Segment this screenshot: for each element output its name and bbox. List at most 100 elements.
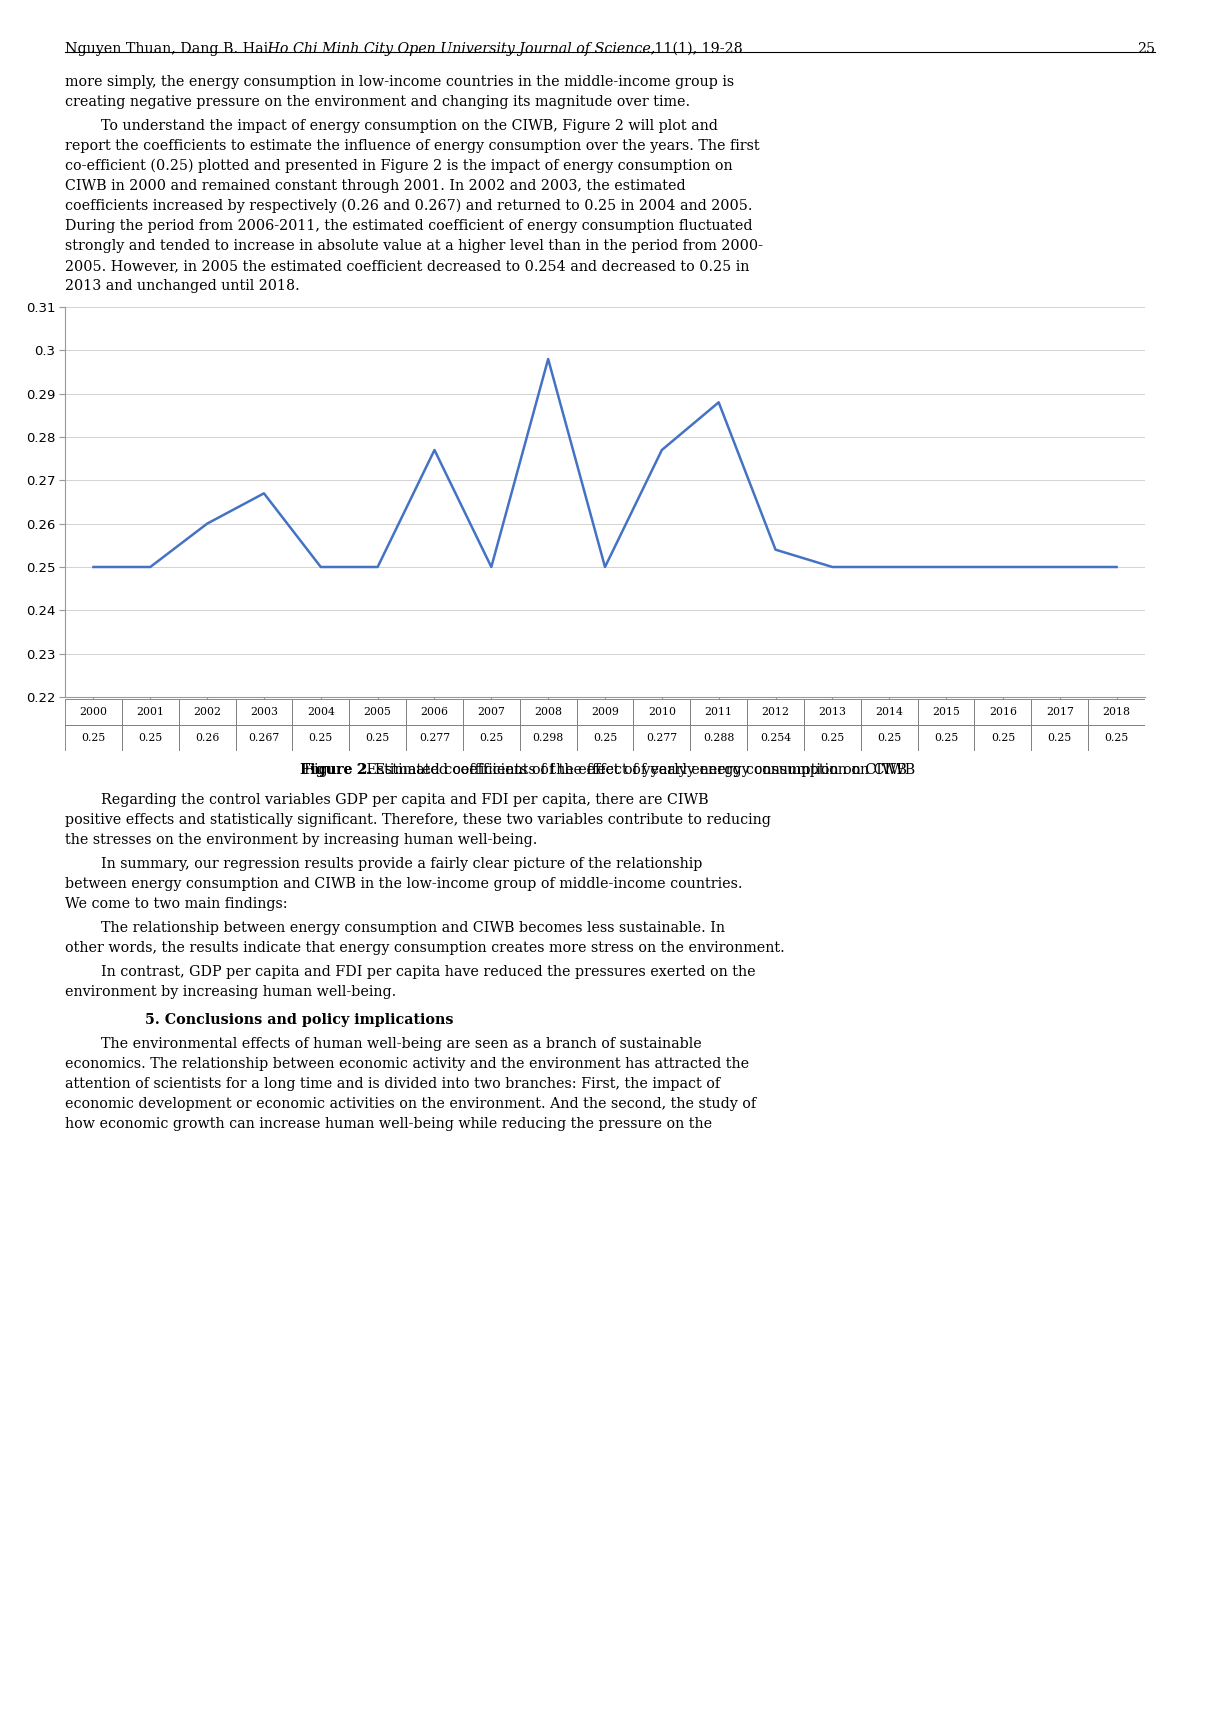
Text: 11(1), 19-28: 11(1), 19-28 — [650, 43, 743, 56]
Bar — [236, 698, 293, 724]
Bar — [974, 724, 1031, 752]
Bar — [350, 724, 407, 752]
Bar — [407, 724, 463, 752]
Bar — [122, 724, 179, 752]
Text: 0.25: 0.25 — [365, 733, 390, 743]
Text: 0.25: 0.25 — [593, 733, 617, 743]
Bar — [690, 724, 747, 752]
Text: 2012: 2012 — [761, 707, 790, 717]
Text: 0.25: 0.25 — [479, 733, 503, 743]
Text: 2016: 2016 — [989, 707, 1016, 717]
Text: 0.267: 0.267 — [248, 733, 280, 743]
Text: In summary, our regression results provide a fairly clear picture of the relatio: In summary, our regression results provi… — [65, 858, 702, 871]
Text: 0.298: 0.298 — [532, 733, 564, 743]
Bar — [1031, 698, 1088, 724]
Text: 2006: 2006 — [420, 707, 449, 717]
Text: 0.277: 0.277 — [646, 733, 678, 743]
Bar — [1088, 698, 1145, 724]
Text: 2001: 2001 — [137, 707, 165, 717]
Text: CIWB in 2000 and remained constant through 2001. In 2002 and 2003, the estimated: CIWB in 2000 and remained constant throu… — [65, 180, 686, 193]
Text: more simply, the energy consumption in low-income countries in the middle-income: more simply, the energy consumption in l… — [65, 75, 734, 89]
Text: Figure 2.: Figure 2. — [300, 764, 373, 777]
Text: Estimated coefficients of the effect of yearly energy consumption on CIWB: Estimated coefficients of the effect of … — [362, 764, 908, 777]
Bar — [407, 698, 463, 724]
Bar — [803, 698, 860, 724]
Bar — [860, 698, 917, 724]
Text: 2005: 2005 — [364, 707, 392, 717]
Text: 0.25: 0.25 — [81, 733, 105, 743]
Text: 0.254: 0.254 — [760, 733, 791, 743]
Text: co-efficient (0.25) plotted and presented in Figure 2 is the impact of energy co: co-efficient (0.25) plotted and presente… — [65, 159, 732, 173]
Text: 2009: 2009 — [590, 707, 620, 717]
Text: Nguyen Thuan, Dang B. Hai.: Nguyen Thuan, Dang B. Hai. — [65, 43, 272, 56]
Bar — [577, 698, 633, 724]
Text: 5. Conclusions and policy implications: 5. Conclusions and policy implications — [145, 1014, 454, 1027]
Bar — [65, 698, 122, 724]
Text: 2013 and unchanged until 2018.: 2013 and unchanged until 2018. — [65, 279, 300, 293]
Bar — [1031, 724, 1088, 752]
Bar — [917, 698, 974, 724]
Text: 0.277: 0.277 — [419, 733, 450, 743]
Bar — [1088, 724, 1145, 752]
Text: 0.288: 0.288 — [703, 733, 734, 743]
Text: 2014: 2014 — [875, 707, 903, 717]
Text: 2002: 2002 — [194, 707, 221, 717]
Text: other words, the results indicate that energy consumption creates more stress on: other words, the results indicate that e… — [65, 942, 785, 955]
Bar — [350, 698, 407, 724]
Text: strongly and tended to increase in absolute value at a higher level than in the : strongly and tended to increase in absol… — [65, 240, 764, 253]
Text: attention of scientists for a long time and is divided into two branches: First,: attention of scientists for a long time … — [65, 1077, 720, 1091]
Text: 0.25: 0.25 — [1048, 733, 1072, 743]
Text: economic development or economic activities on the environment. And the second, : economic development or economic activit… — [65, 1097, 756, 1111]
Text: 0.26: 0.26 — [195, 733, 219, 743]
Text: environment by increasing human well-being.: environment by increasing human well-bei… — [65, 984, 396, 1000]
Bar — [577, 724, 633, 752]
Text: Regarding the control variables GDP per capita and FDI per capita, there are CIW: Regarding the control variables GDP per … — [65, 793, 709, 806]
Text: 0.25: 0.25 — [991, 733, 1015, 743]
Bar — [520, 724, 577, 752]
Bar — [860, 724, 917, 752]
Text: 0.25: 0.25 — [820, 733, 845, 743]
Text: 2010: 2010 — [647, 707, 676, 717]
Bar — [747, 698, 803, 724]
Bar — [122, 698, 179, 724]
Text: To understand the impact of energy consumption on the CIWB, Figure 2 will plot a: To understand the impact of energy consu… — [65, 120, 718, 134]
Bar — [690, 698, 747, 724]
Text: 25: 25 — [1137, 43, 1156, 56]
Text: 2017: 2017 — [1045, 707, 1073, 717]
Text: how economic growth can increase human well-being while reducing the pressure on: how economic growth can increase human w… — [65, 1116, 713, 1132]
Bar — [65, 724, 122, 752]
Text: 0.25: 0.25 — [309, 733, 333, 743]
Bar — [633, 698, 690, 724]
Text: 2011: 2011 — [704, 707, 733, 717]
Text: 0.25: 0.25 — [1105, 733, 1129, 743]
Text: Ho Chi Minh City Open University Journal of Science,: Ho Chi Minh City Open University Journal… — [263, 43, 656, 56]
Text: Figure 2. Estimated coefficients of the effect of yearly energy consumption on C: Figure 2. Estimated coefficients of the … — [305, 764, 916, 777]
Text: 0.25: 0.25 — [877, 733, 901, 743]
Bar — [917, 724, 974, 752]
Text: 2000: 2000 — [80, 707, 108, 717]
Text: coefficients increased by respectively (0.26 and 0.267) and returned to 0.25 in : coefficients increased by respectively (… — [65, 199, 753, 214]
Text: 2018: 2018 — [1102, 707, 1130, 717]
Text: positive effects and statistically significant. Therefore, these two variables c: positive effects and statistically signi… — [65, 813, 771, 827]
Bar — [179, 698, 236, 724]
Bar — [520, 698, 577, 724]
Text: The relationship between energy consumption and CIWB becomes less sustainable. I: The relationship between energy consumpt… — [65, 921, 725, 935]
Bar — [747, 724, 803, 752]
Text: 2003: 2003 — [250, 707, 278, 717]
Text: We come to two main findings:: We come to two main findings: — [65, 897, 288, 911]
Text: economics. The relationship between economic activity and the environment has at: economics. The relationship between econ… — [65, 1056, 749, 1072]
Text: The environmental effects of human well-being are seen as a branch of sustainabl: The environmental effects of human well-… — [65, 1037, 702, 1051]
Bar — [293, 724, 350, 752]
Bar — [463, 724, 520, 752]
Text: 2005. However, in 2005 the estimated coefficient decreased to 0.254 and decrease: 2005. However, in 2005 the estimated coe… — [65, 259, 749, 272]
Text: 2015: 2015 — [932, 707, 960, 717]
Text: 2008: 2008 — [534, 707, 563, 717]
Text: report the coefficients to estimate the influence of energy consumption over the: report the coefficients to estimate the … — [65, 139, 760, 152]
Text: the stresses on the environment by increasing human well-being.: the stresses on the environment by incre… — [65, 834, 537, 847]
Text: between energy consumption and CIWB in the low-income group of middle-income cou: between energy consumption and CIWB in t… — [65, 877, 743, 890]
Bar — [803, 724, 860, 752]
Bar — [633, 724, 690, 752]
Bar — [463, 698, 520, 724]
Text: creating negative pressure on the environment and changing its magnitude over ti: creating negative pressure on the enviro… — [65, 94, 690, 110]
Bar — [179, 724, 236, 752]
